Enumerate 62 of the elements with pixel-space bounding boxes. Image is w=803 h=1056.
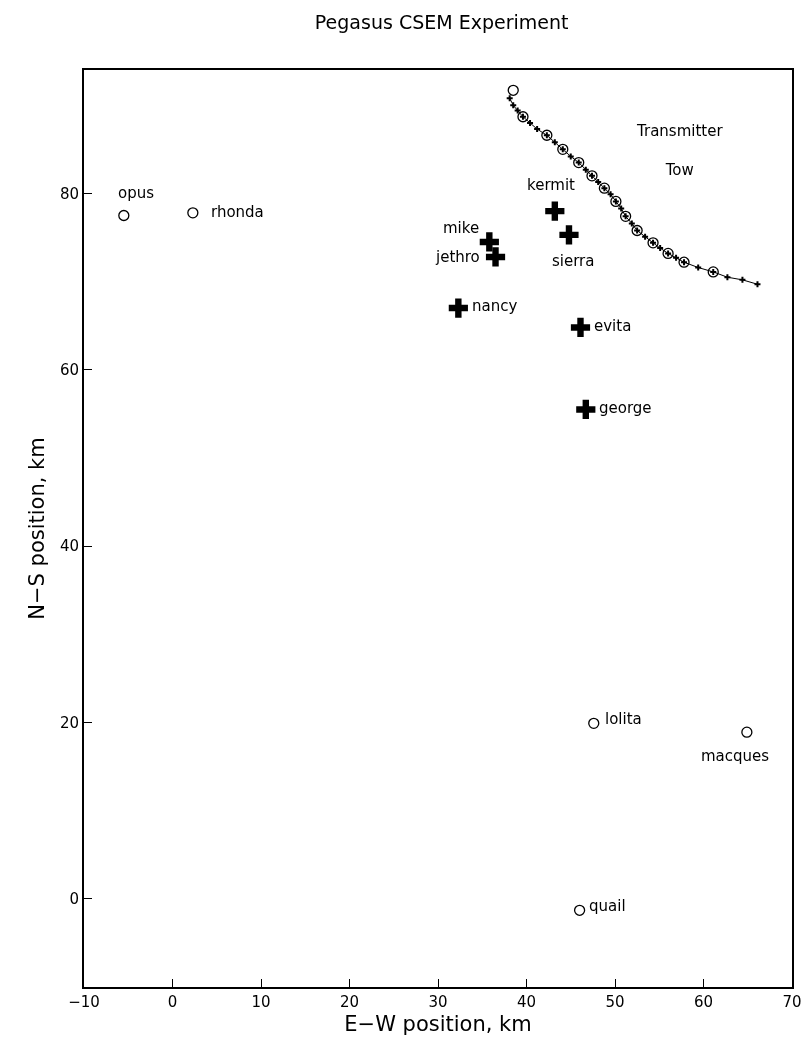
chart-title: Pegasus CSEM Experiment xyxy=(314,11,569,34)
point xyxy=(673,254,680,261)
x-tick-label: 0 xyxy=(167,993,178,1011)
series-label: mike xyxy=(443,219,480,237)
point xyxy=(642,233,649,240)
point xyxy=(618,205,625,212)
y-axis-title: N−S position, km xyxy=(24,437,49,620)
point xyxy=(657,245,664,252)
series-label: quail xyxy=(589,897,626,915)
point xyxy=(559,225,579,245)
series-label: jethro xyxy=(435,248,480,266)
point xyxy=(118,209,130,222)
x-tick-label: 40 xyxy=(516,993,537,1011)
point xyxy=(573,904,586,916)
point xyxy=(534,126,541,133)
series-label: rhonda xyxy=(211,203,264,221)
point xyxy=(187,207,199,219)
point xyxy=(595,178,602,185)
series-label: opus xyxy=(118,184,155,202)
point xyxy=(607,191,614,198)
y-tick-label: 20 xyxy=(59,713,79,732)
series-label: george xyxy=(599,399,652,417)
point xyxy=(448,298,468,318)
point xyxy=(527,119,534,126)
series-label: evita xyxy=(594,317,632,335)
x-tick-label: 70 xyxy=(782,993,802,1011)
point xyxy=(695,264,702,271)
x-tick-label: 30 xyxy=(428,993,448,1011)
y-tick-label: 0 xyxy=(69,890,79,909)
point xyxy=(570,317,591,338)
point xyxy=(510,102,517,109)
x-tick-label: 20 xyxy=(339,993,360,1011)
point xyxy=(588,717,600,730)
point xyxy=(739,276,746,283)
x-tick-label: −10 xyxy=(68,993,100,1011)
point xyxy=(567,153,574,160)
series-label: lolita xyxy=(605,710,642,728)
point xyxy=(551,139,558,146)
y-tick-label: 60 xyxy=(59,361,79,380)
point xyxy=(506,95,513,102)
point xyxy=(628,220,635,227)
series-label: sierra xyxy=(552,252,595,270)
point xyxy=(754,281,761,288)
point xyxy=(741,726,753,738)
y-tick-label: 80 xyxy=(59,184,79,203)
point xyxy=(724,274,731,281)
series-label: nancy xyxy=(472,297,518,315)
point xyxy=(576,399,596,420)
point xyxy=(514,107,521,114)
point xyxy=(507,84,519,96)
x-tick-label: 50 xyxy=(605,993,625,1011)
text: Transmitter Tow xyxy=(637,122,723,179)
series-label: macques xyxy=(701,747,770,765)
series-label: kermit xyxy=(527,176,576,194)
x-tick-label: 10 xyxy=(251,993,271,1011)
point xyxy=(485,247,506,267)
point xyxy=(479,232,499,252)
y-tick-label: 40 xyxy=(59,537,79,556)
x-tick-label: 60 xyxy=(693,993,714,1011)
x-axis-title: E−W position, km xyxy=(344,1011,532,1036)
point xyxy=(582,166,589,173)
point xyxy=(545,201,565,221)
